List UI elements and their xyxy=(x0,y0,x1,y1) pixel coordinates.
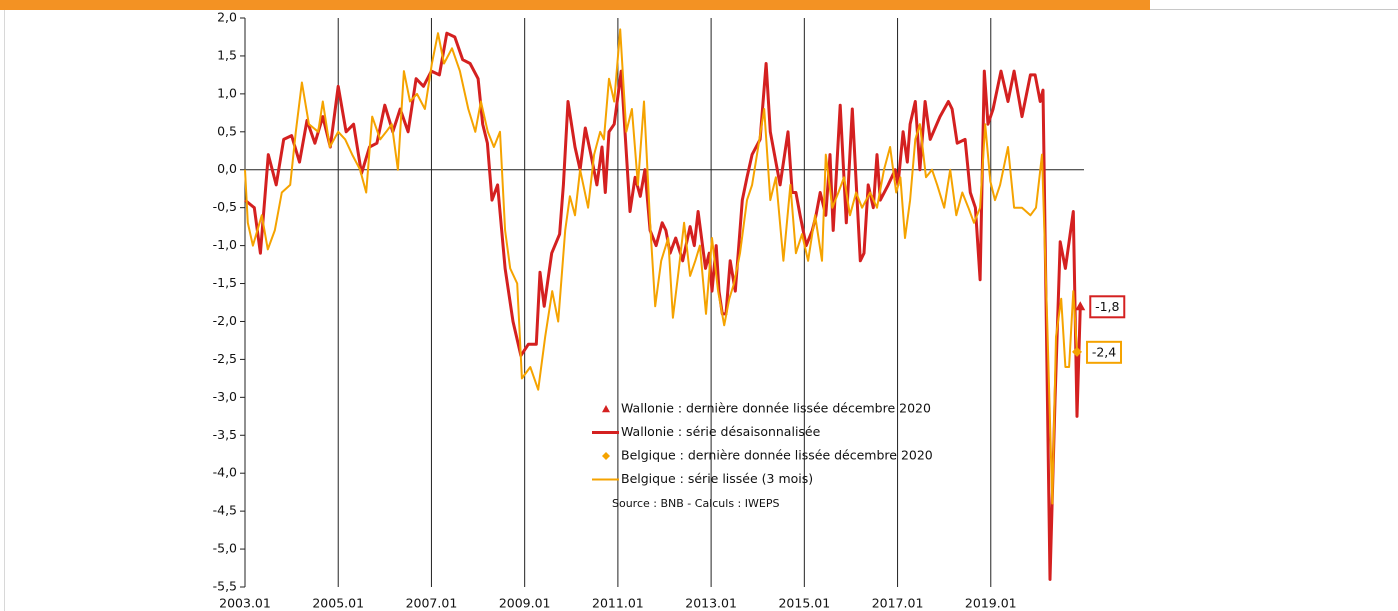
y-tick-label: 0,5 xyxy=(217,123,237,138)
value-label: -1,8 xyxy=(1095,299,1119,314)
legend-label: Wallonie : série désaisonnalisée xyxy=(621,424,821,439)
y-tick-label: -2,0 xyxy=(213,313,237,328)
y-tick-label: -5,5 xyxy=(213,579,237,594)
y-tick-label: -4,0 xyxy=(213,465,237,480)
last-point xyxy=(1075,301,1086,311)
y-tick-label: -2,5 xyxy=(213,351,237,366)
x-tick-label: 2005.01 xyxy=(312,596,364,611)
legend-label: Wallonie : dernière donnée lissée décemb… xyxy=(621,401,931,416)
x-tick-label: 2019.01 xyxy=(965,596,1017,611)
y-tick-label: 1,0 xyxy=(217,85,237,100)
y-tick-label: -4,5 xyxy=(213,503,237,518)
x-tick-label: 2003.01 xyxy=(219,596,271,611)
series-line xyxy=(244,31,1082,581)
x-tick-label: 2009.01 xyxy=(499,596,551,611)
value-label-box xyxy=(1089,295,1126,319)
value-label: -2,4 xyxy=(1092,344,1116,359)
header-bar xyxy=(0,0,1150,10)
last-point xyxy=(1072,346,1083,357)
series-line xyxy=(244,28,1078,505)
y-tick-label: 1,5 xyxy=(217,47,237,62)
y-tick-label: -1,5 xyxy=(213,275,237,290)
x-tick-label: 2013.01 xyxy=(685,596,737,611)
legend-swatch xyxy=(602,405,610,413)
y-tick-label: -3,0 xyxy=(213,389,237,404)
y-tick-label: -3,5 xyxy=(213,427,237,442)
legend-label: Belgique : dernière donnée lissée décemb… xyxy=(621,448,933,463)
legend-swatch xyxy=(602,452,610,460)
y-tick-label: 0,0 xyxy=(217,161,237,176)
y-tick-label: -1,0 xyxy=(213,237,237,252)
x-tick-label: 2007.01 xyxy=(406,596,458,611)
x-tick-label: 2011.01 xyxy=(592,596,644,611)
x-tick-label: 2017.01 xyxy=(872,596,924,611)
y-tick-label: -0,5 xyxy=(213,199,237,214)
y-tick-label: -5,0 xyxy=(213,541,237,556)
y-tick-label: 2,0 xyxy=(217,10,237,25)
x-tick-label: 2015.01 xyxy=(778,596,830,611)
source-note: Source : BNB - Calculs : IWEPS xyxy=(612,497,779,510)
legend-label: Belgique : série lissée (3 mois) xyxy=(621,471,813,486)
value-label-box xyxy=(1086,340,1123,364)
